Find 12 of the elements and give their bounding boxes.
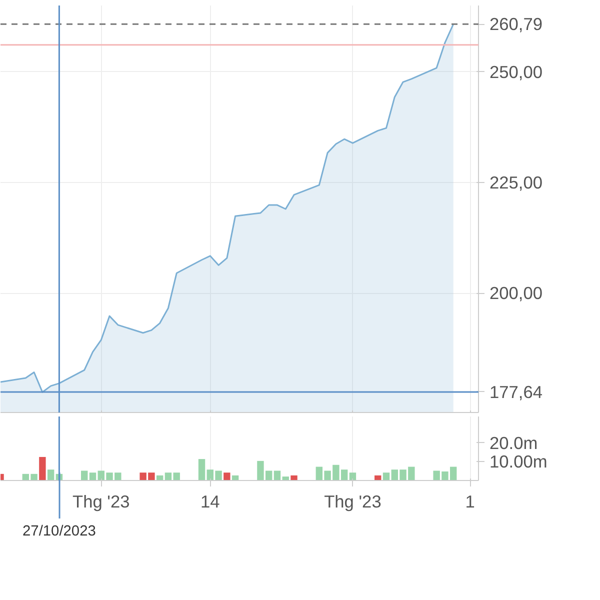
y-tick-label: 250,00 xyxy=(490,62,542,82)
ref-line-label: 260,79 xyxy=(490,14,542,34)
y-tick-label: 20.0m xyxy=(490,432,538,453)
x-tick-label: 14 xyxy=(200,492,220,512)
y-tick-label: 200,00 xyxy=(490,283,542,304)
ref-line-label: 27/10/2023 xyxy=(22,524,96,540)
x-tick-label: 1 xyxy=(465,492,475,512)
x-tick-label: Thg '23 xyxy=(72,492,130,512)
y-tick-label: 10.00m xyxy=(490,452,548,472)
x-tick-label: Thg '23 xyxy=(324,492,382,512)
ref-line-label: 177,64 xyxy=(490,382,543,402)
y-tick-label: 225,00 xyxy=(490,172,542,192)
